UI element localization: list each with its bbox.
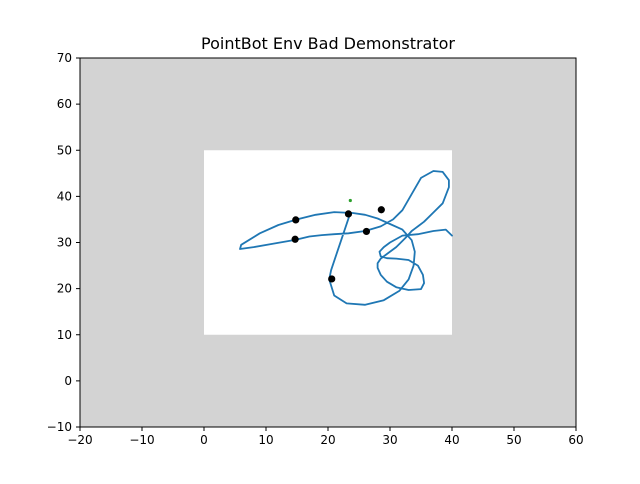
marker-point (377, 206, 385, 214)
x-tick-label: 50 (506, 433, 521, 447)
y-tick-label: 40 (57, 189, 72, 203)
marker-point (292, 216, 300, 224)
x-tick-label: 30 (382, 433, 397, 447)
x-tick-label: 60 (568, 433, 583, 447)
y-tick-label: 50 (57, 143, 72, 157)
marker-point (291, 235, 299, 243)
trajectory-line (239, 170, 453, 306)
y-tick-label: 0 (64, 374, 72, 388)
chart-title: PointBot Env Bad Demonstrator (201, 34, 455, 53)
marker-layer (291, 206, 385, 283)
x-tick-label: 20 (320, 433, 335, 447)
x-tick-label: 0 (200, 433, 208, 447)
y-tick-label: 30 (57, 236, 72, 250)
goal-point (348, 198, 352, 203)
goal-layer (348, 198, 352, 203)
x-tick-label: −10 (129, 433, 154, 447)
x-axis: −20 −10 0 10 20 30 40 50 60 (67, 427, 584, 447)
marker-point (344, 210, 353, 218)
y-tick-label: 70 (57, 51, 72, 65)
y-tick-label: 20 (57, 282, 72, 296)
y-tick-label: 10 (57, 328, 72, 342)
x-tick-label: −20 (67, 433, 92, 447)
free-region (204, 150, 452, 335)
y-tick-label: 60 (57, 97, 72, 111)
y-tick-label: −10 (47, 420, 72, 434)
x-tick-label: 10 (258, 433, 273, 447)
series-layer (239, 170, 453, 306)
x-tick-label: 40 (444, 433, 459, 447)
y-axis: −10 0 10 20 30 40 50 60 70 (47, 51, 80, 434)
marker-point (362, 227, 371, 236)
marker-point (328, 275, 336, 283)
